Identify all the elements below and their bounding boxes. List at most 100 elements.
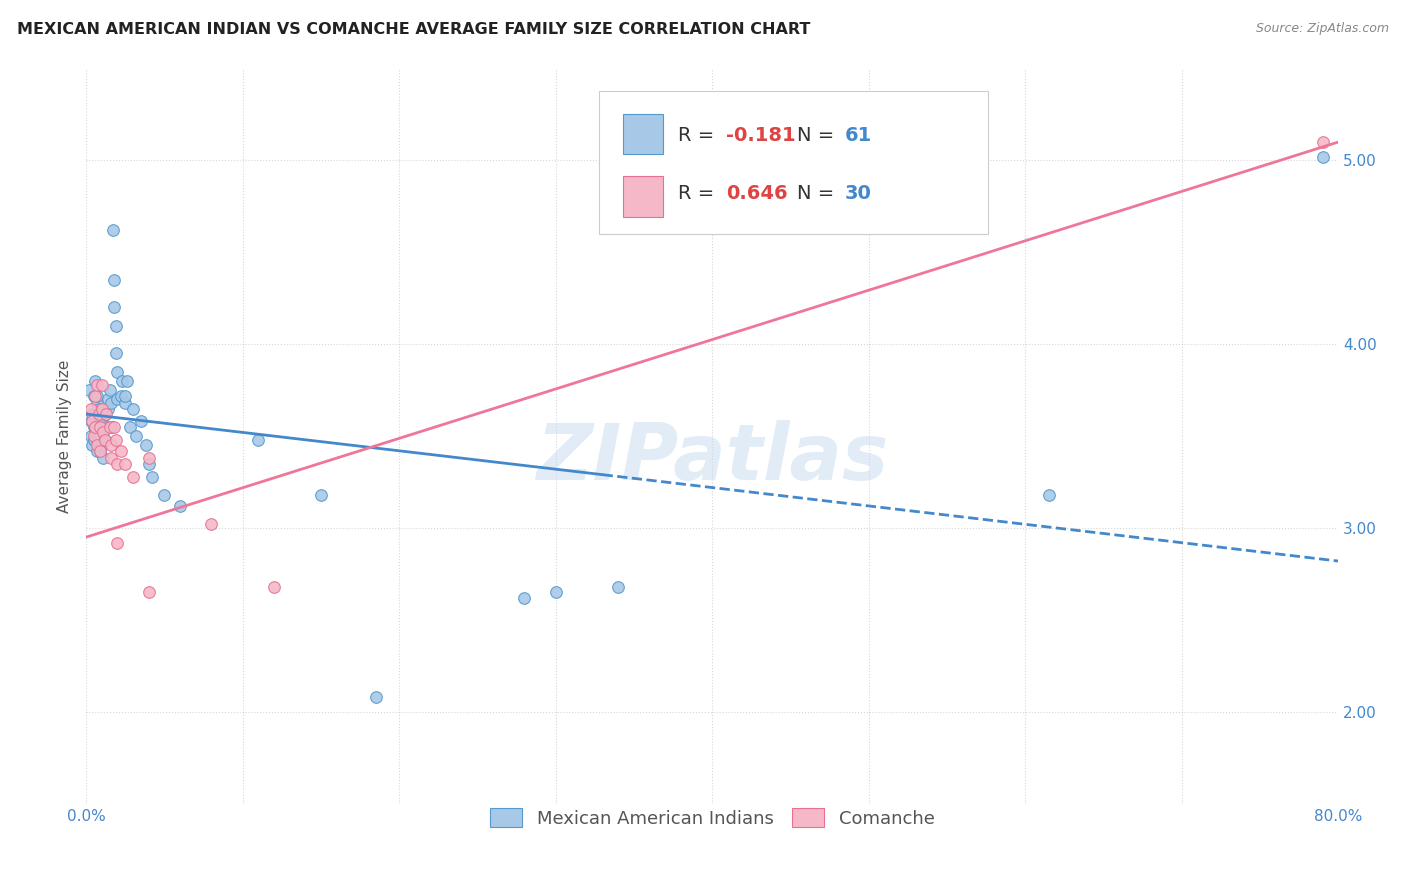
Point [104, 346, 127, 360]
Point [86, 433, 108, 447]
Point [110, 443, 132, 458]
Point [100, 396, 122, 410]
Point [84, 420, 107, 434]
Text: 61: 61 [845, 127, 872, 145]
Point [247, 433, 270, 447]
Point [364, 690, 387, 704]
Point [96, 407, 118, 421]
Point [86, 438, 108, 452]
Point [103, 273, 125, 287]
Point [114, 389, 136, 403]
Point [105, 365, 128, 379]
Point [86, 389, 108, 403]
Point [96, 420, 118, 434]
Point [100, 451, 122, 466]
Text: 0.646: 0.646 [725, 184, 787, 203]
Point [86, 377, 108, 392]
Point [77, 383, 100, 397]
Point [544, 585, 567, 599]
Point [1312, 135, 1334, 149]
Text: ZIPatlas: ZIPatlas [536, 420, 889, 496]
Point [89, 443, 111, 458]
Point [94, 433, 117, 447]
Point [89, 420, 111, 434]
Point [82, 407, 104, 421]
FancyBboxPatch shape [623, 113, 664, 154]
Point [200, 517, 222, 532]
Point [80, 414, 103, 428]
Text: N =: N = [797, 127, 841, 145]
Point [309, 488, 332, 502]
Text: Source: ZipAtlas.com: Source: ZipAtlas.com [1256, 22, 1389, 36]
Point [104, 318, 127, 333]
Point [86, 443, 108, 458]
Point [90, 377, 112, 392]
Point [84, 407, 107, 421]
Point [141, 469, 163, 483]
Point [153, 488, 176, 502]
Point [91, 425, 114, 440]
Point [82, 414, 104, 428]
Point [129, 414, 152, 428]
Point [90, 401, 112, 416]
Point [105, 457, 128, 471]
Text: R =: R = [678, 127, 721, 145]
Point [86, 396, 108, 410]
Text: -0.181: -0.181 [725, 127, 796, 145]
Point [105, 535, 128, 549]
Text: MEXICAN AMERICAN INDIAN VS COMANCHE AVERAGE FAMILY SIZE CORRELATION CHART: MEXICAN AMERICAN INDIAN VS COMANCHE AVER… [17, 22, 810, 37]
Point [513, 591, 536, 605]
Point [98, 420, 121, 434]
Y-axis label: Average Family Size: Average Family Size [58, 359, 72, 513]
Point [263, 580, 285, 594]
Point [91, 451, 114, 466]
Point [83, 420, 105, 434]
Point [1038, 488, 1060, 502]
Point [84, 374, 107, 388]
Point [138, 457, 160, 471]
Point [89, 443, 111, 458]
Point [89, 410, 111, 425]
Point [83, 429, 105, 443]
Point [87, 401, 110, 416]
Legend: Mexican American Indians, Comanche: Mexican American Indians, Comanche [482, 801, 942, 835]
Point [138, 451, 160, 466]
Point [103, 420, 125, 434]
Point [84, 389, 107, 403]
Point [89, 429, 111, 443]
Point [115, 374, 138, 388]
Point [94, 407, 117, 421]
Point [122, 469, 145, 483]
Point [138, 585, 160, 599]
FancyBboxPatch shape [599, 91, 987, 234]
Point [80, 429, 103, 443]
Point [100, 438, 122, 452]
Point [97, 392, 120, 407]
Point [607, 580, 630, 594]
Point [111, 374, 134, 388]
Point [135, 438, 157, 452]
FancyBboxPatch shape [623, 177, 664, 217]
Text: N =: N = [797, 184, 841, 203]
Point [83, 433, 105, 447]
Point [90, 438, 112, 452]
Point [125, 429, 148, 443]
Point [80, 401, 103, 416]
Point [114, 396, 136, 410]
Point [103, 301, 125, 315]
Point [98, 383, 121, 397]
Point [122, 401, 145, 416]
Point [90, 414, 112, 428]
Point [82, 438, 104, 452]
Point [169, 499, 191, 513]
Text: R =: R = [678, 184, 721, 203]
Point [91, 425, 114, 440]
Point [83, 389, 105, 403]
Point [114, 457, 136, 471]
Text: 30: 30 [845, 184, 872, 203]
Point [110, 389, 132, 403]
Point [118, 420, 141, 434]
Point [1312, 150, 1334, 164]
Point [101, 223, 124, 237]
Point [87, 407, 110, 421]
